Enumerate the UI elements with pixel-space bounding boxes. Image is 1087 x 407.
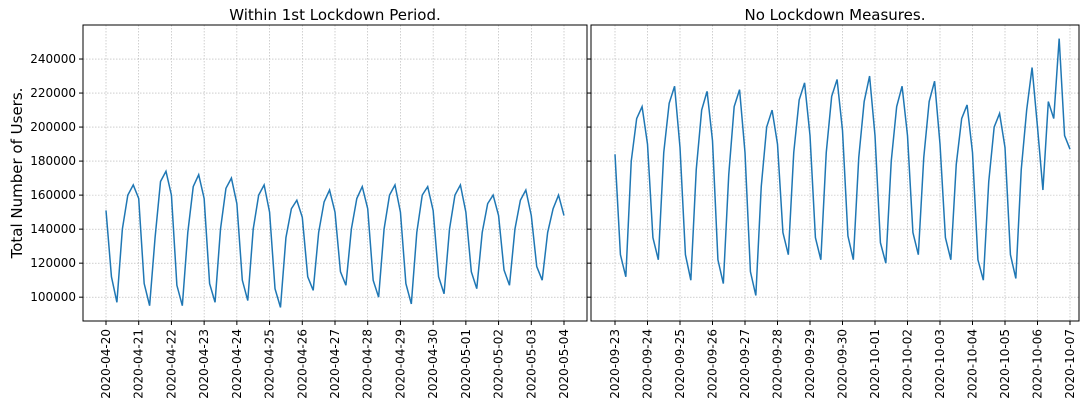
x-tick-label: 2020-09-23 <box>608 329 622 399</box>
x-tick-label: 2020-09-24 <box>641 329 655 399</box>
y-tick-label: 140000 <box>30 222 76 236</box>
x-tick-label: 2020-04-26 <box>295 329 309 399</box>
x-tick-label: 2020-09-28 <box>771 329 785 399</box>
x-tick-label: 2020-10-07 <box>1063 329 1077 399</box>
x-tick-label: 2020-04-23 <box>197 329 211 399</box>
x-tick-label: 2020-10-05 <box>998 329 1012 399</box>
x-tick-label: 2020-04-30 <box>426 329 440 399</box>
y-tick-label: 160000 <box>30 188 76 202</box>
x-tick-label: 2020-05-03 <box>524 329 538 399</box>
data-line <box>105 169 565 308</box>
y-tick-label: 100000 <box>30 290 76 304</box>
panel-title: No Lockdown Measures. <box>745 6 926 24</box>
plot-frame <box>82 24 588 322</box>
x-tick-label: 2020-10-02 <box>901 329 915 399</box>
x-tick-label: 2020-10-06 <box>1031 329 1045 399</box>
y-tick-label: 240000 <box>30 52 76 66</box>
y-tick-label: 220000 <box>30 86 76 100</box>
x-tick-label: 2020-04-21 <box>132 329 146 399</box>
x-tick-label: 2020-10-04 <box>966 329 980 399</box>
plot-frame <box>590 24 1080 322</box>
x-tick-label: 2020-04-29 <box>393 329 407 399</box>
x-tick-label: 2020-04-22 <box>164 329 178 399</box>
x-tick-label: 2020-04-28 <box>361 329 375 399</box>
x-tick-label: 2020-04-20 <box>99 329 113 399</box>
x-tick-label: 2020-10-01 <box>868 329 882 399</box>
y-tick-label: 200000 <box>30 120 76 134</box>
x-tick-label: 2020-04-24 <box>230 329 244 399</box>
x-tick-label: 2020-10-03 <box>933 329 947 399</box>
y-axis-label: Total Number of Users. <box>8 88 26 260</box>
y-tick-label: 180000 <box>30 154 76 168</box>
x-tick-label: 2020-09-27 <box>738 329 752 399</box>
y-tick-label: 120000 <box>30 256 76 270</box>
x-tick-label: 2020-09-30 <box>836 329 850 399</box>
data-line <box>614 38 1071 296</box>
panel-title: Within 1st Lockdown Period. <box>229 6 441 24</box>
x-tick-label: 2020-09-25 <box>673 329 687 399</box>
x-tick-label: 2020-04-27 <box>328 329 342 399</box>
x-tick-label: 2020-05-04 <box>557 329 571 399</box>
x-tick-label: 2020-05-02 <box>492 329 506 399</box>
x-tick-label: 2020-04-25 <box>263 329 277 399</box>
x-tick-label: 2020-05-01 <box>459 329 473 399</box>
x-tick-label: 2020-09-26 <box>706 329 720 399</box>
x-tick-label: 2020-09-29 <box>803 329 817 399</box>
